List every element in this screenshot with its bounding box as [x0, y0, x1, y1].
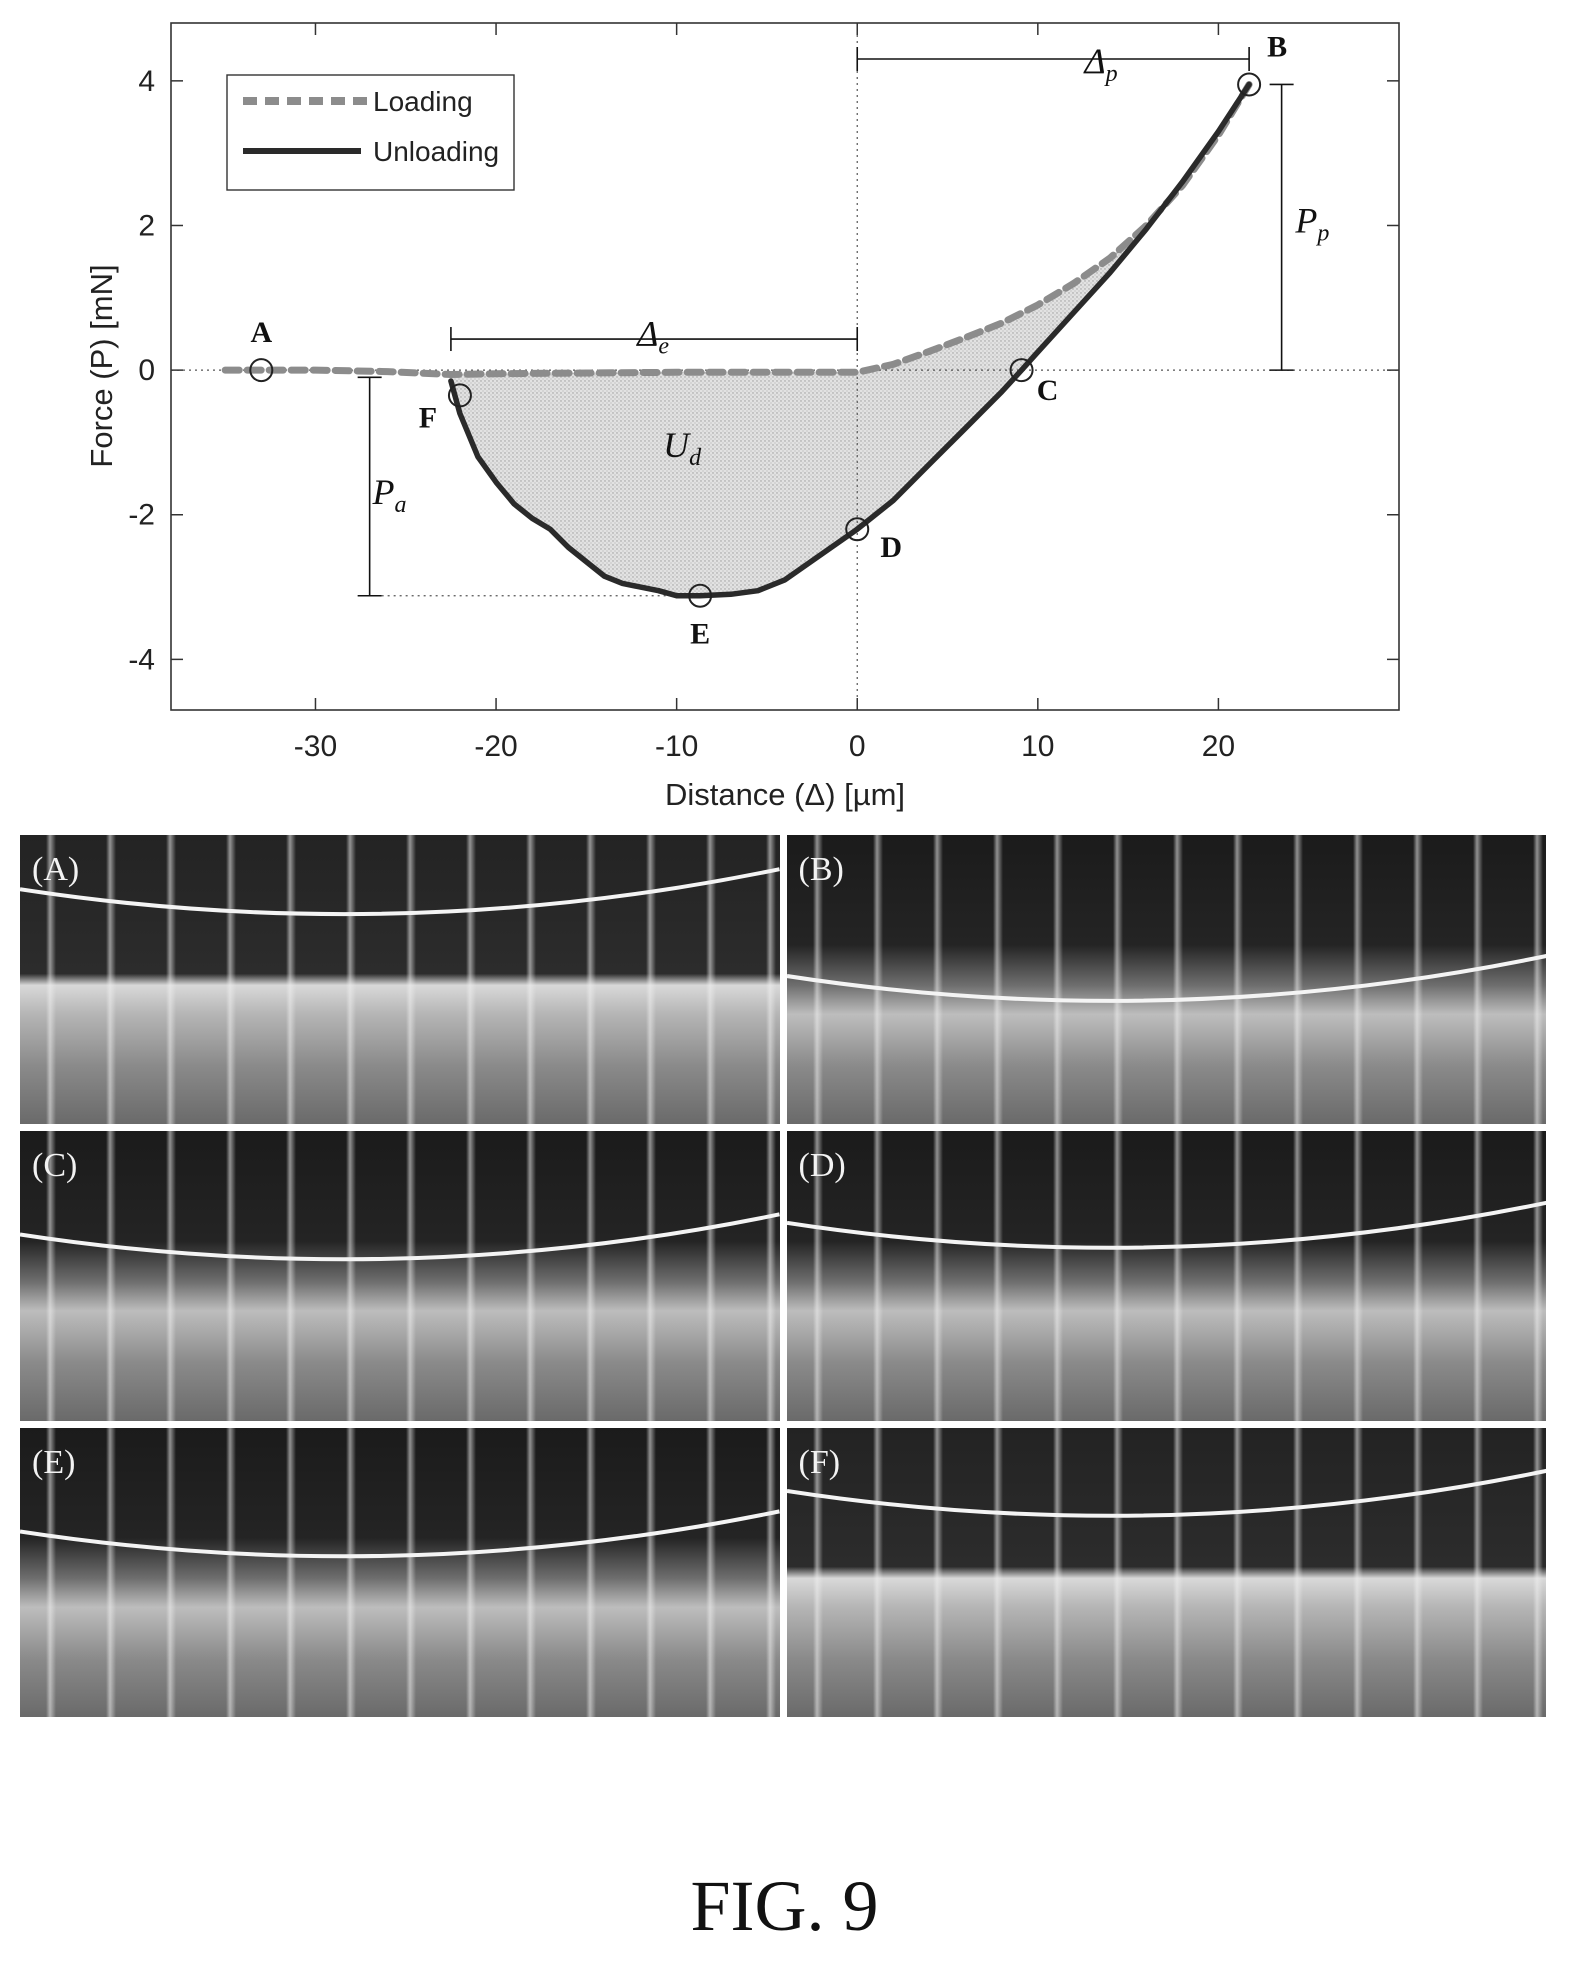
- image-panel-grid: (A) (B) (C) (D) (E) (F): [20, 835, 1546, 1717]
- legend-label-loading: Loading: [373, 86, 473, 117]
- image-panel-b: (B): [786, 835, 1546, 1125]
- delta-e-label: Δe: [635, 314, 669, 360]
- x-tick-label: -30: [294, 730, 337, 763]
- panel-label: (B): [798, 851, 844, 888]
- key-point-marker-f: [447, 383, 472, 408]
- p-a-label: Pa: [372, 472, 407, 518]
- x-tick-label: 0: [849, 730, 866, 763]
- legend-label-unloading: Unloading: [373, 136, 499, 167]
- figure-caption: FIG. 9: [690, 1866, 879, 1946]
- tip-outline-curve: [786, 1201, 1546, 1251]
- panel-label: (E): [32, 1443, 76, 1481]
- delta-e-dimension: [450, 327, 859, 352]
- key-point-label-a: A: [250, 316, 272, 349]
- key-point-marker-b: [1237, 72, 1262, 97]
- y-tick-label: 4: [138, 65, 155, 98]
- key-point-label-f: F: [419, 401, 437, 434]
- key-point-label-d: D: [880, 531, 902, 564]
- image-panel-f: (F): [786, 1427, 1546, 1717]
- p-a-dimension: [357, 376, 382, 597]
- series-line-unloading: [448, 81, 1252, 599]
- image-panel-e: (E): [20, 1427, 780, 1717]
- x-tick-label: -10: [655, 730, 698, 763]
- key-point-marker-a: [249, 358, 274, 383]
- key-point-label-c: C: [1037, 374, 1059, 407]
- x-axis-label: Distance (Δ) [µm]: [665, 777, 905, 812]
- tip-outline-curve: [786, 1468, 1546, 1518]
- plot-frame: [170, 22, 1400, 711]
- panel-label: (A): [32, 851, 80, 888]
- key-point-label-b: B: [1267, 30, 1287, 63]
- y-tick-label: -2: [128, 499, 155, 532]
- tip-outline-curve: [20, 867, 780, 917]
- dissipated-energy-area: [450, 84, 1250, 596]
- legend-box: [226, 74, 515, 191]
- u-d-label: Ud: [663, 425, 702, 471]
- y-tick-label: 0: [138, 354, 155, 387]
- p-p-dimension: [1269, 83, 1294, 371]
- panel-label: (D): [798, 1147, 846, 1185]
- image-panel-a: (A): [20, 835, 780, 1125]
- series-line-loading: [221, 81, 1253, 378]
- y-tick-label: -4: [128, 643, 155, 676]
- x-tick-label: 20: [1202, 730, 1235, 763]
- key-point-marker-e: [688, 583, 713, 608]
- y-axis-label: Force (P) [mN]: [84, 264, 119, 467]
- tip-outline-curve: [20, 1509, 780, 1558]
- p-p-label: Pp: [1294, 201, 1329, 247]
- image-panel-d: (D): [786, 1131, 1546, 1421]
- tip-outline-curve: [786, 953, 1546, 1003]
- panel-label: (F): [798, 1443, 841, 1481]
- y-tick-label: 2: [138, 209, 155, 242]
- x-tick-label: 10: [1021, 730, 1054, 763]
- key-point-marker-d: [845, 517, 870, 542]
- image-panel-c: (C): [20, 1131, 780, 1421]
- delta-p-dimension: [856, 47, 1250, 71]
- legend: Loading Unloading: [226, 74, 515, 191]
- tip-outline-curve: [20, 1212, 780, 1262]
- x-tick-label: -20: [474, 730, 517, 763]
- panel-label: (C): [32, 1147, 78, 1185]
- key-point-label-e: E: [690, 618, 710, 651]
- key-point-marker-c: [1009, 358, 1034, 383]
- delta-p-label: Δp: [1082, 41, 1117, 87]
